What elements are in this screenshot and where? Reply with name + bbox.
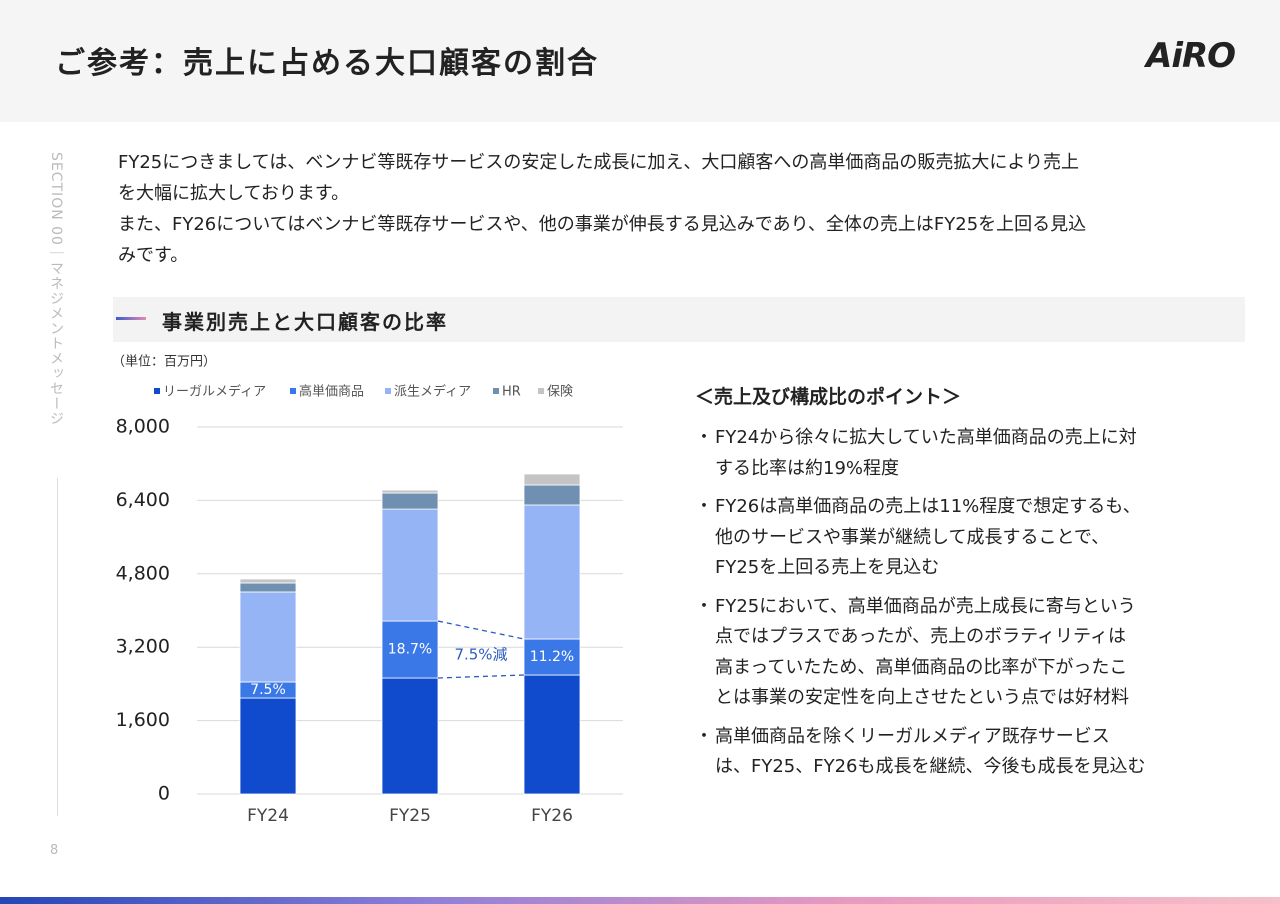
point-line: FY24から徐々に拡大していた高単価商品の売上に対: [715, 427, 1137, 448]
legend-swatch: [290, 388, 296, 394]
point-line: FY25において、高単価商品が売上成長に寄与という: [715, 595, 1136, 617]
point-line: とは事業の安定性を向上させたという点では好材料: [715, 687, 1129, 708]
intro-line: みです。: [118, 245, 189, 266]
section-label: SECTION 00｜マネジメントメッセージ: [48, 152, 64, 426]
bullet: ・: [695, 496, 713, 517]
logo: AiRO: [1146, 36, 1236, 76]
point-line: FY26は高単価商品の売上は11%程度で想定するも、: [715, 496, 1141, 517]
annotation: 7.5%減: [454, 646, 507, 664]
intro-line: を大幅に拡大しております。: [118, 183, 350, 204]
bottom-bar: [0, 897, 1280, 904]
bar-segment: [239, 591, 297, 683]
legend-label: 保険: [547, 385, 573, 400]
x-tick-label: FY24: [247, 806, 289, 826]
bar-segment: [523, 674, 581, 795]
bar-segment: [239, 697, 297, 795]
section-title: 事業別売上と大口顧客の比率: [162, 310, 448, 334]
y-tick-label: 8,000: [116, 416, 170, 438]
trend-dash: [437, 674, 525, 679]
share-label: 11.2%: [530, 649, 574, 665]
point-line: は、FY25、FY26も成長を継続、今後も成長を見込む: [715, 756, 1146, 777]
y-tick-label: 6,400: [116, 489, 170, 511]
point-line: 高まっていたため、高単価商品の比率が下がったこ: [715, 656, 1128, 678]
y-tick-label: 1,600: [116, 709, 170, 731]
intro-line: FY25につきましては、ベンナビ等既存サービスの安定した成長に加え、大口顧客への…: [118, 152, 1079, 173]
bar-segment: [239, 578, 297, 584]
bar-segment: [381, 492, 439, 510]
point-line: FY25を上回る売上を見込む: [715, 557, 940, 578]
section-band: [113, 297, 1245, 342]
bar-segment: [523, 504, 581, 640]
legend-label: リーガルメディア: [163, 384, 266, 400]
point-line: 他のサービスや事業が継続して成長することで、: [715, 526, 1110, 548]
point-line: 点ではプラスであったが、売上のボラティリティは: [715, 626, 1126, 647]
bar-segment: [523, 484, 581, 506]
share-label: 7.5%: [250, 682, 286, 698]
points-title: ＜売上及び構成比のポイント＞: [695, 386, 962, 408]
y-tick-label: 4,800: [116, 562, 170, 584]
x-tick-label: FY25: [389, 806, 431, 826]
bar-segment: [381, 620, 439, 679]
header-band: [0, 0, 1280, 122]
bar-segment: [381, 508, 439, 622]
legend-swatch: [538, 388, 544, 394]
legend-swatch: [385, 388, 391, 394]
bullet: ・: [695, 725, 713, 747]
unit-label: （単位：百万円）: [112, 354, 216, 370]
intro-line: また、FY26についてはベンナビ等既存サービスや、他の事業が伸長する見込みであり…: [118, 214, 1087, 235]
page-title: ご参考：売上に占める大口顧客の割合: [55, 46, 599, 81]
bar-segment: [523, 473, 581, 486]
bar-segment: [523, 638, 581, 676]
legend-swatch: [493, 388, 499, 394]
point-line: する比率は約19%程度: [715, 457, 900, 479]
point-line: 高単価商品を除くリーガルメディア既存サービス: [715, 725, 1110, 747]
bar-segment: [239, 582, 297, 593]
legend-label: 高単価商品: [299, 384, 364, 400]
trend-dash: [437, 620, 525, 640]
page-number: 8: [50, 843, 59, 858]
legend-swatch: [154, 388, 160, 394]
y-tick-label: 3,200: [116, 636, 170, 658]
y-tick-label: 0: [158, 783, 170, 805]
bullet: ・: [695, 427, 713, 448]
share-label: 18.7%: [388, 642, 432, 658]
bar-segment: [381, 489, 439, 494]
x-tick-label: FY26: [531, 806, 573, 826]
bullet: ・: [695, 595, 713, 617]
section-accent: [116, 317, 146, 320]
legend-label: HR: [502, 385, 521, 400]
side-rule: [57, 478, 58, 816]
bar-segment: [381, 677, 439, 795]
legend-label: 派生メディア: [394, 384, 471, 400]
